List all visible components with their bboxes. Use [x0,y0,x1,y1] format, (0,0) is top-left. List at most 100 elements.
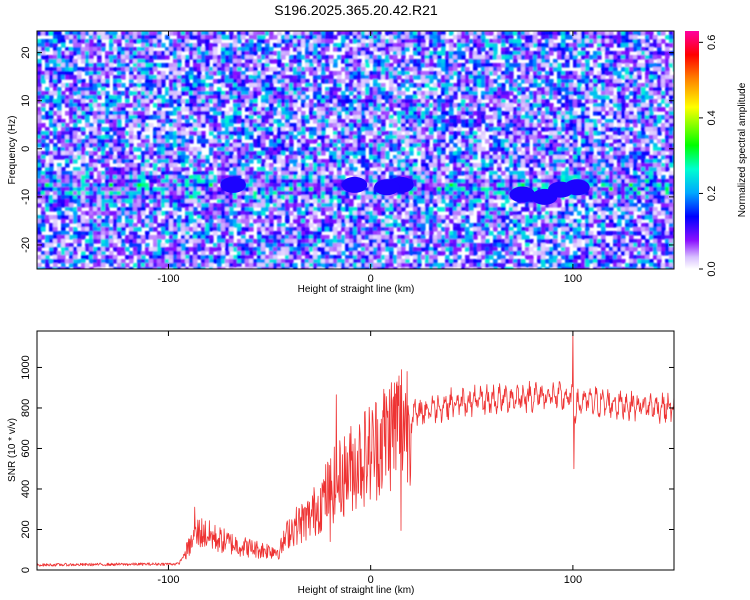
heatmap-cell [101,83,106,88]
heatmap-cell [117,115,122,120]
heatmap-cell [425,127,430,132]
heatmap-cell [321,179,326,184]
heatmap-cell [489,171,494,176]
heatmap-cell [277,31,282,36]
heatmap-cell [201,111,206,116]
heatmap-cell [257,135,262,140]
heatmap-cell [121,159,126,164]
heatmap-cell [409,135,414,140]
heatmap-cell [537,83,542,88]
heatmap-cell [117,51,122,56]
heatmap-cell [449,179,454,184]
heatmap-cell [565,139,570,144]
heatmap-cell [453,43,458,48]
heatmap-cell [617,95,622,100]
heatmap-cell [521,47,526,52]
heatmap-cell [505,67,510,72]
heatmap-cell [233,167,238,172]
heatmap-cell [413,59,418,64]
heatmap-cell [161,111,166,116]
heatmap-cell [145,47,150,52]
heatmap-cell [645,151,650,156]
heatmap-cell [349,67,354,72]
heatmap-cell [57,139,62,144]
heatmap-cell [249,55,254,60]
heatmap-cell [101,147,106,152]
heatmap-cell [477,135,482,140]
heatmap-cell [117,123,122,128]
heatmap-cell [473,99,478,104]
heatmap-cell [145,59,150,64]
heatmap-cell [557,43,562,48]
heatmap-cell [345,31,350,36]
heatmap-cell [265,131,270,136]
heatmap-cell [525,139,530,144]
heatmap-cell [369,55,374,60]
heatmap-cell [73,147,78,152]
heatmap-cell [633,115,638,120]
heatmap-cell [333,111,338,116]
heatmap-cell [73,51,78,56]
heatmap-cell [537,135,542,140]
heatmap-cell [341,175,346,180]
heatmap-cell [145,175,150,180]
heatmap-cell [305,143,310,148]
heatmap-cell [525,35,530,40]
heatmap-cell [261,71,266,76]
heatmap-cell [633,35,638,40]
heatmap-cell [581,139,586,144]
heatmap-cell [101,103,106,108]
heatmap-cell [253,103,258,108]
heatmap-cell [77,119,82,124]
heatmap-cell [533,55,538,60]
heatmap-cell [525,51,530,56]
heatmap-cell [377,87,382,92]
heatmap-cell [649,83,654,88]
heatmap-cell [277,119,282,124]
heatmap-cell [133,167,138,172]
heatmap-cell [669,127,674,132]
heatmap-cell [217,67,222,72]
heatmap-cell [429,79,434,84]
heatmap-cell [229,31,234,36]
heatmap-cell [445,155,450,160]
heatmap-cell [177,43,182,48]
heatmap-cell [97,67,102,72]
heatmap-cell [397,131,402,136]
heatmap-cell [513,155,518,160]
heatmap-cell [233,59,238,64]
heatmap-cell [61,95,66,100]
heatmap-cell [97,111,102,116]
heatmap-cell [101,159,106,164]
heatmap-cell [197,51,202,56]
heatmap-cell [461,99,466,104]
heatmap-cell [333,91,338,96]
heatmap-cell [397,103,402,108]
heatmap-cell [561,55,566,60]
heatmap-cell [473,87,478,92]
heatmap-cell [473,43,478,48]
heatmap-cell [117,147,122,152]
heatmap-cell [73,67,78,72]
heatmap-cell [361,115,366,120]
heatmap-cell [185,59,190,64]
heatmap-cell [117,131,122,136]
heatmap-cell [577,63,582,68]
heatmap-cell [549,151,554,156]
heatmap-cell [337,83,342,88]
heatmap-cell [653,99,658,104]
heatmap-cell [593,131,598,136]
heatmap-cell [569,147,574,152]
heatmap-cell [573,143,578,148]
heatmap-cell [169,175,174,180]
heatmap-cell [161,159,166,164]
heatmap-cell [505,39,510,44]
heatmap-cell [505,115,510,120]
heatmap-cell [493,151,498,156]
heatmap-cell [193,59,198,64]
heatmap-cell [221,95,226,100]
heatmap-cell [329,167,334,172]
heatmap-cell [45,131,50,136]
heatmap-cell [405,127,410,132]
heatmap-cell [649,163,654,168]
